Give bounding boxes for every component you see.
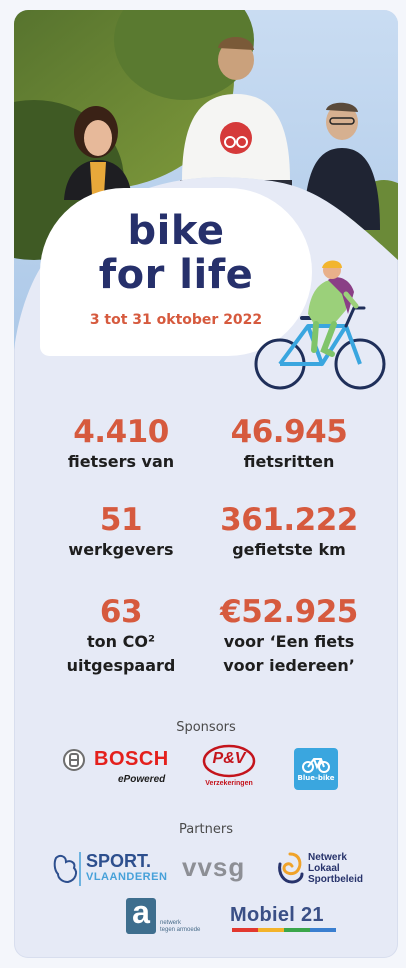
- stat-fietsritten: 46.945 fietsritten: [204, 414, 374, 474]
- netwerk-line1: Netwerk: [308, 852, 347, 863]
- bluebike-logo: Blue-bike: [294, 748, 338, 790]
- cyclist-illustration: [254, 260, 386, 390]
- netwerk-line3: Sportbeleid: [308, 874, 364, 885]
- spiral-icon: [278, 852, 304, 884]
- stat-co2: 63 ton CO² uitgespaard: [36, 594, 206, 678]
- mobiel-name: Mobiel 21: [230, 904, 324, 926]
- stat-label: voor ‘Een fiets: [223, 632, 355, 651]
- armoede-line2: tegen armoede: [160, 927, 201, 933]
- sport-vlaanderen-logo: SPORT. VLAANDEREN: [52, 850, 172, 890]
- stat-label: fietsers van: [67, 452, 175, 471]
- stat-werkgevers: 51 werkgevers: [36, 502, 206, 562]
- stat-value: 63: [99, 594, 143, 630]
- bosch-armature-icon: [63, 749, 85, 771]
- pv-tagline: Verzekeringen: [205, 780, 253, 787]
- netwerk-line2: Lokaal: [308, 863, 340, 874]
- event-dates: 3 tot 31 oktober 2022: [89, 312, 263, 328]
- pv-name: P&V: [212, 750, 246, 767]
- stat-value: 46.945: [230, 414, 348, 450]
- sport-line2: VLAANDEREN: [86, 871, 168, 883]
- stat-label: gefietste km: [232, 540, 346, 559]
- bosch-tagline: ePowered: [118, 774, 166, 785]
- stat-gefietste-km: 361.222 gefietste km: [204, 502, 374, 562]
- sponsors-heading: Sponsors: [176, 720, 236, 735]
- hero-photo: bike for life 3 tot 31 oktober 2022: [14, 10, 398, 410]
- title-line1: bike: [127, 208, 225, 254]
- title-bubble: bike for life 3 tot 31 oktober 2022: [40, 188, 312, 356]
- partners-heading: Partners: [178, 822, 234, 837]
- stat-fietsers: 4.410 fietsers van: [36, 414, 206, 474]
- bosch-logo: BOSCH ePowered: [62, 744, 172, 790]
- stat-label: werkgevers: [68, 540, 174, 559]
- mobiel-stripe-icon: [232, 928, 336, 932]
- bike-icon: [302, 758, 330, 773]
- stat-label: fietsritten: [243, 452, 335, 471]
- stat-label-2: uitgespaard: [66, 656, 176, 675]
- netwerk-lokaal-sportbeleid-logo: Netwerk Lokaal Sportbeleid: [276, 850, 380, 890]
- vvsg-logo: vvsg: [182, 852, 246, 882]
- pv-mark-icon: [202, 744, 256, 778]
- stat-value: 4.410: [73, 414, 169, 450]
- mobiel21-logo: Mobiel 21: [230, 904, 340, 936]
- sport-line1: SPORT.: [86, 851, 152, 871]
- infographic-card: bike for life 3 tot 31 oktober 2022 4.41…: [14, 10, 398, 958]
- armoede-line1: netwerk: [160, 920, 182, 926]
- netwerk-tegen-armoede-logo: a netwerk tegen armoede: [126, 894, 208, 938]
- armoede-letter: a: [132, 894, 150, 930]
- title-line2: for life: [98, 252, 254, 298]
- pv-logo: P&V Verzekeringen: [200, 744, 258, 790]
- stat-value: €52.925: [220, 594, 358, 630]
- stat-value: 51: [99, 502, 143, 538]
- stat-label: ton CO²: [87, 632, 155, 651]
- stat-een-fiets: €52.925 voor ‘Een fiets voor iedereen’: [204, 594, 374, 678]
- bluebike-name: Blue-bike: [297, 774, 335, 782]
- bosch-name: BOSCH: [94, 748, 169, 770]
- stat-label-2: voor iedereen’: [223, 656, 355, 675]
- lion-icon: [53, 852, 81, 886]
- stat-value: 361.222: [220, 502, 358, 538]
